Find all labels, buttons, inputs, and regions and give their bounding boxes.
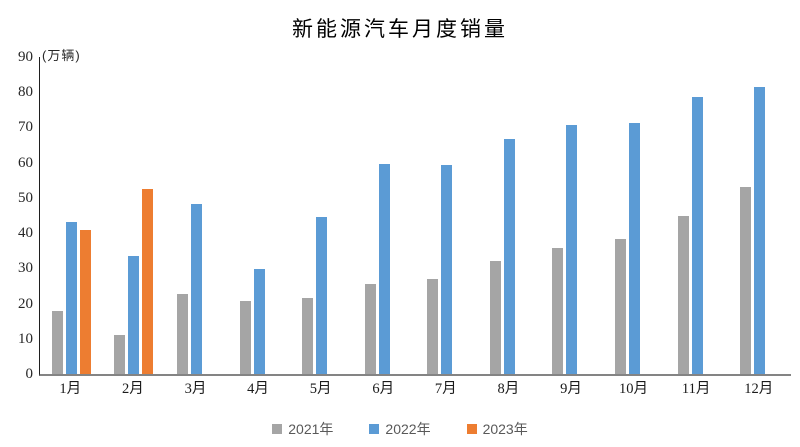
x-axis-label-3月: 3月 [184, 381, 207, 397]
y-tick-label: 40 [18, 225, 33, 242]
x-axis-label-12月: 12月 [744, 381, 774, 397]
bar-group [677, 97, 717, 374]
bar-2022年-8月 [503, 139, 515, 374]
bar-group [427, 165, 466, 374]
legend-label: 2021年 [288, 421, 334, 437]
bar-2021年-5月 [302, 297, 314, 374]
x-axis-label-6月: 6月 [372, 381, 395, 397]
bar-group [302, 216, 341, 374]
x-axis-label-4月: 4月 [247, 381, 269, 397]
legend-swatch-icon [369, 424, 380, 434]
y-tick-label: 0 [25, 366, 34, 382]
bar-2022年-12月 [754, 87, 766, 374]
y-axis-unit-label: (万辆) [42, 48, 81, 63]
chart-title: 新能源汽车月度销量 [292, 17, 508, 41]
x-axis-label-10月: 10月 [619, 381, 649, 397]
bar-group [552, 124, 591, 374]
y-tick-label: 10 [18, 330, 33, 347]
bar-2022年-1月 [65, 222, 77, 374]
legend-swatch-icon [272, 424, 283, 434]
legend-swatch-icon [466, 424, 477, 434]
bar-group [740, 87, 779, 374]
bar-2022年-6月 [378, 164, 390, 374]
y-tick-label: 80 [18, 84, 33, 101]
bar-group [489, 139, 529, 374]
x-axis-label-2月: 2月 [121, 381, 144, 397]
x-axis-label-8月: 8月 [497, 381, 520, 397]
x-axis-label-1月: 1月 [59, 381, 82, 397]
bar-2023年-1月 [79, 230, 91, 374]
y-tick-label: 20 [18, 295, 33, 312]
legend-item-2022年: 2022年 [369, 419, 431, 439]
x-axis-label-9月: 9月 [560, 381, 582, 397]
bar-group [114, 189, 154, 374]
y-tick-label: 30 [18, 260, 33, 277]
bar-group [51, 222, 91, 374]
y-tick-label: 70 [18, 119, 33, 136]
bar-2021年-11月 [677, 215, 689, 374]
bar-2021年-9月 [552, 248, 564, 374]
bar-2022年-5月 [316, 216, 328, 374]
y-tick-label: 90 [18, 49, 33, 65]
bar-2021年-3月 [176, 294, 188, 374]
bar-2022年-7月 [441, 165, 453, 374]
bar-group [615, 122, 654, 374]
bar-2022年-9月 [566, 124, 578, 374]
bar-2022年-3月 [190, 203, 202, 374]
legend-label: 2022年 [385, 421, 431, 437]
x-axis-label-11月: 11月 [681, 381, 711, 397]
bar-2021年-10月 [615, 239, 627, 374]
legend: 2021年 2022年 2023年 [0, 419, 800, 439]
bar-2022年-2月 [128, 256, 140, 374]
bar-2022年-11月 [691, 97, 703, 374]
bar-2021年-2月 [114, 335, 126, 374]
bar-2021年-7月 [427, 278, 439, 374]
bar-group [364, 164, 404, 374]
bar-2021年-8月 [489, 260, 501, 374]
y-tick-label: 50 [18, 189, 33, 206]
x-axis-label-7月: 7月 [434, 381, 457, 397]
bar-2022年-10月 [629, 122, 641, 374]
bar-group [176, 203, 216, 374]
bar-group [239, 268, 279, 374]
bar-2021年-4月 [239, 301, 251, 374]
bar-2021年-1月 [51, 311, 63, 374]
bar-2021年-12月 [740, 187, 752, 374]
legend-label: 2023年 [482, 421, 528, 437]
y-tick-label: 60 [18, 154, 33, 171]
plot-area [39, 57, 791, 376]
bar-2023年-2月 [142, 189, 154, 374]
bar-2021年-6月 [364, 283, 376, 374]
bar-2022年-4月 [253, 268, 265, 374]
x-axis-label-5月: 5月 [309, 381, 332, 397]
legend-item-2021年: 2021年 [272, 419, 333, 439]
legend-item-2023年: 2023年 [466, 419, 528, 439]
